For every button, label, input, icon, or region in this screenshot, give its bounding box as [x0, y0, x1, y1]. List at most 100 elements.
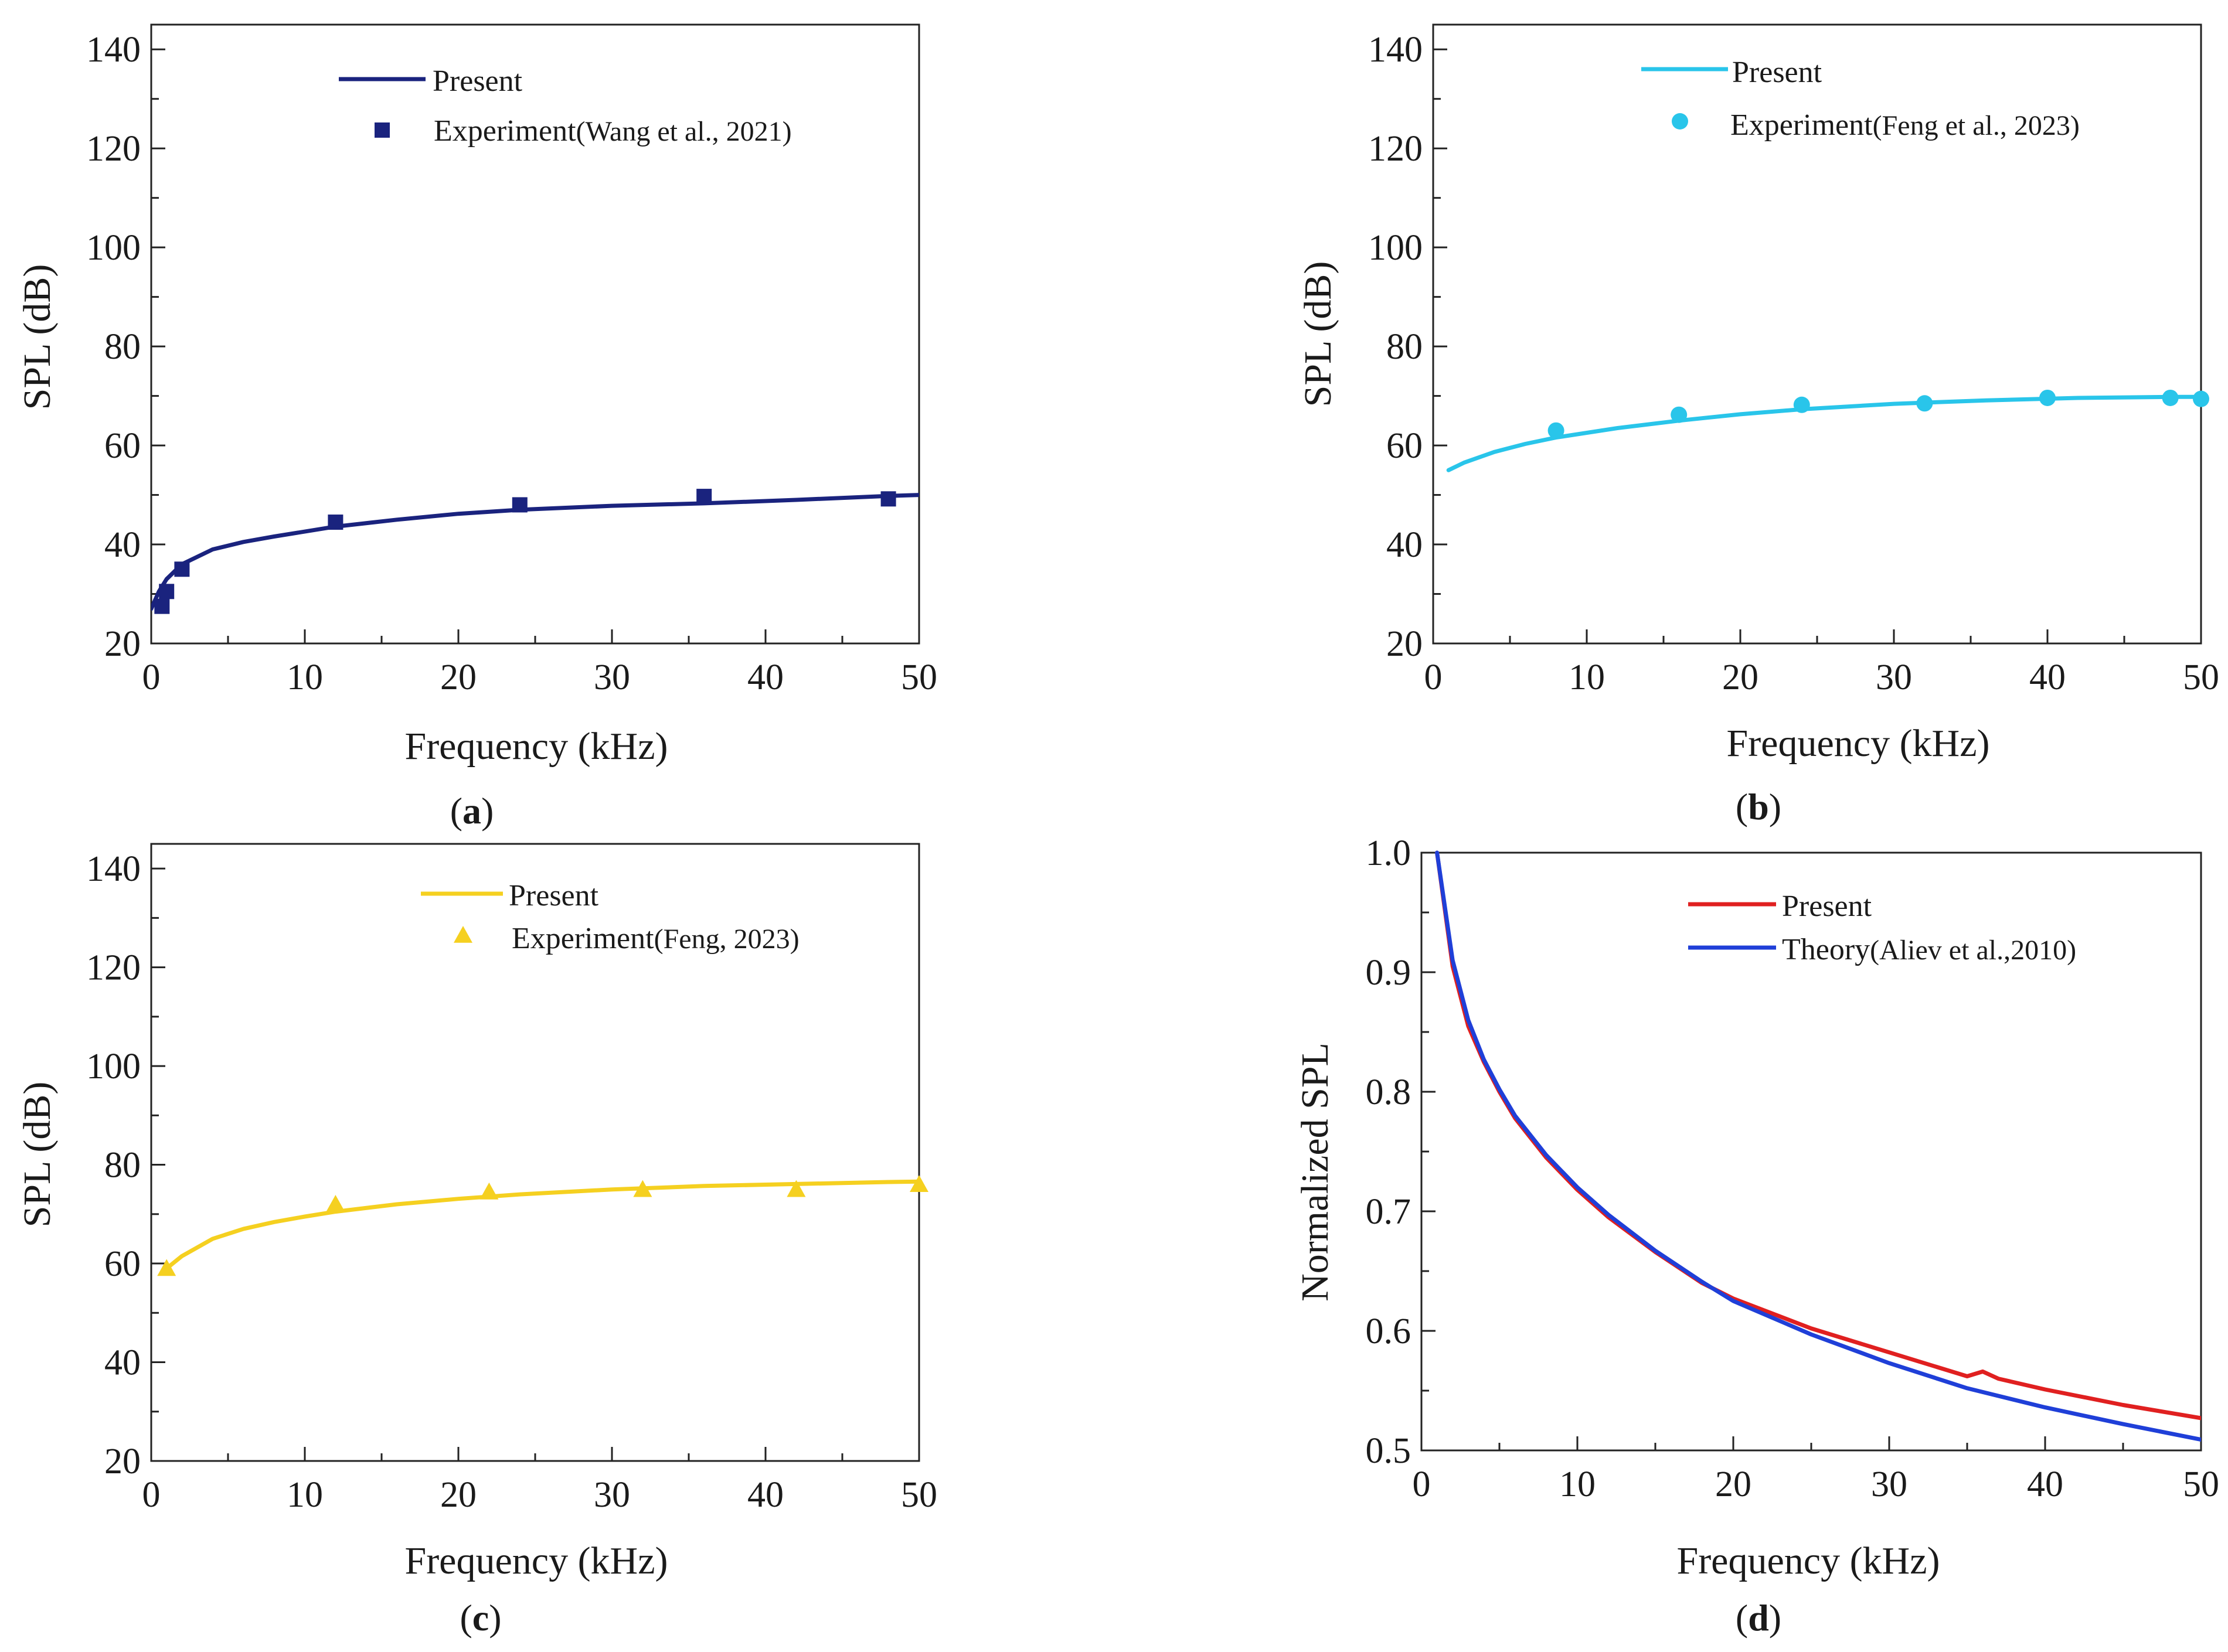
panel-c-xtick-label: 20 [440, 1475, 477, 1515]
panel-b-ytick-label: 60 [1386, 426, 1423, 466]
panel-a-series-experiment-point [512, 497, 528, 513]
panel-c-series-experiment-point [479, 1182, 499, 1200]
panel-c-ytick-label: 80 [104, 1146, 141, 1186]
panel-b-ytick-label: 120 [1368, 129, 1423, 169]
panel-d-caption: (d) [1736, 1597, 1781, 1639]
panel-b-series-experiment-point [1671, 406, 1688, 423]
panel-d-xtick-label: 40 [2027, 1464, 2063, 1504]
panel-c-legend-present-label: Present [509, 879, 599, 912]
panel-a-legend-present-label: Present [433, 64, 523, 98]
panel-c-series-experiment-point [787, 1180, 806, 1197]
panel-b-ytick-label: 80 [1386, 327, 1423, 367]
panel-a-series-experiment-point [696, 489, 712, 505]
panel-d-xtick-label: 0 [1413, 1464, 1431, 1504]
panel-b-series-experiment-point [1916, 395, 1933, 412]
panel-a-xtick-label: 40 [747, 658, 784, 697]
panel-c-ytick-label: 100 [86, 1047, 141, 1086]
panel-b-ytick-label: 40 [1386, 525, 1423, 565]
panel-d-series-theory-line [1435, 850, 2201, 1442]
panel-b-series-experiment-point [1793, 396, 1810, 413]
panel-a-xtick-label: 10 [287, 658, 323, 697]
panel-c-legend: Present Experiment(Feng, 2023) [509, 879, 800, 955]
panel-a-ytick-label: 80 [104, 327, 141, 367]
panel-b-series-experiment-point [2162, 389, 2179, 406]
panel-c-series-experiment-point [910, 1175, 928, 1193]
panel-a-ytick-label: 60 [104, 426, 141, 466]
panel-a-xtick-label: 0 [142, 658, 161, 697]
panel-d-xtick-label: 30 [1871, 1464, 1907, 1504]
panel-b-legend-experiment-label: Experiment(Feng et al., 2023) [1730, 108, 2080, 142]
panel-d: Present Theory(Aliev et al.,2010) Freque… [1294, 890, 2076, 1639]
panel-d-ylabel: Normalized SPL [1294, 1043, 1336, 1302]
panel-a-xtick-label: 20 [440, 658, 477, 697]
panel-b-legend-present-label: Present [1732, 56, 1822, 89]
panel-a-series-present-line [151, 493, 919, 611]
panel-c-series-present-line [164, 1179, 919, 1270]
panel-c-series-experiment-point [633, 1180, 652, 1197]
panel-c-xtick-label: 50 [901, 1475, 937, 1515]
panel-c-plot: 0 10 20 30 40 50 20 40 60 80 100 120 140 [86, 843, 937, 1515]
panel-d-ytick-label: 0.9 [1366, 953, 1411, 993]
panel-b-xtick-label: 40 [2029, 658, 2066, 697]
panel-b-xtick-label: 20 [1722, 658, 1758, 697]
panel-d-xtick-label: 10 [1559, 1464, 1596, 1504]
panel-a-ytick-label: 120 [86, 129, 141, 169]
panel-a-ylabel: SPL (dB) [16, 264, 59, 410]
panel-c-xtick-label: 40 [747, 1475, 784, 1515]
panel-a-legend-experiment-label: Experiment(Wang et al., 2021) [434, 114, 792, 148]
panel-c-xtick-label: 0 [142, 1475, 161, 1515]
panel-b-xtick-label: 10 [1569, 658, 1605, 697]
panel-c-ytick-label: 20 [104, 1442, 141, 1481]
panel-d-xtick-label: 50 [2183, 1464, 2219, 1504]
panel-b-series-experiment-point [2039, 389, 2056, 406]
panel-a-xtick-label: 30 [594, 658, 630, 697]
panel-c-caption: (c) [460, 1597, 501, 1639]
panel-c-ytick-label: 120 [86, 948, 141, 988]
panel-a-series-experiment-legend-swatch [375, 122, 390, 138]
panel-b: Present Experiment(Feng et al., 2023) Fr… [1297, 56, 2080, 827]
panel-c-ytick-label: 60 [104, 1244, 141, 1284]
panel-d-legend-present-label: Present [1782, 890, 1872, 923]
panel-c-xlabel: Frequency (kHz) [405, 1539, 668, 1582]
panel-d-ytick-label: 0.5 [1366, 1431, 1411, 1471]
panel-d-legend: Present Theory(Aliev et al.,2010) [1782, 890, 2076, 966]
panel-b-xtick-label: 0 [1424, 658, 1443, 697]
panel-a-series-experiment-point [328, 515, 343, 530]
panel-b-xtick-label: 30 [1876, 658, 1912, 697]
panel-b-series-experiment-point [2193, 390, 2209, 407]
panel-d-ytick-label: 0.8 [1366, 1072, 1411, 1112]
panel-b-series-experiment-legend-swatch [1672, 113, 1688, 130]
panel-d-plot: 0 10 20 30 40 50 0.5 0.6 0.7 0.8 0.9 1.0 [1366, 833, 2220, 1504]
panel-c: Present Experiment(Feng, 2023) Frequency… [16, 879, 800, 1639]
panel-c-xtick-label: 30 [594, 1475, 630, 1515]
panel-a-series-experiment-point [174, 561, 190, 577]
panel-c-ytick-label: 40 [104, 1343, 141, 1383]
panel-c-ytick-label: 140 [86, 849, 141, 889]
panel-b-xlabel: Frequency (kHz) [1727, 722, 1990, 765]
panel-a-legend: Present Experiment(Wang et al., 2021) [433, 64, 792, 148]
panel-b-ytick-label: 20 [1386, 624, 1423, 664]
panel-c-series-experiment-legend-swatch [454, 926, 472, 943]
panel-d-ytick-label: 1.0 [1366, 833, 1411, 873]
panel-c-series-experiment-point [157, 1259, 176, 1276]
panel-a-ytick-label: 20 [104, 624, 141, 664]
panel-b-ytick-label: 140 [1368, 30, 1423, 70]
panel-b-ylabel: SPL (dB) [1297, 261, 1339, 407]
panel-d-legend-theory-label: Theory(Aliev et al.,2010) [1782, 933, 2076, 966]
panel-b-ytick-label: 100 [1368, 228, 1423, 268]
panel-c-xtick-label: 10 [287, 1475, 323, 1515]
panel-b-xtick-label: 50 [2183, 658, 2219, 697]
panel-a-series-experiment-point [154, 598, 170, 614]
panel-d-xtick-label: 20 [1715, 1464, 1751, 1504]
panel-b-series-present-line [1446, 394, 2201, 472]
panel-a-ytick-label: 40 [104, 525, 141, 565]
panel-a-ytick-label: 100 [86, 228, 141, 268]
panel-a-caption: (a) [450, 790, 494, 832]
panel-b-legend: Present Experiment(Feng et al., 2023) [1730, 56, 2080, 142]
panel-d-ytick-label: 0.6 [1366, 1312, 1411, 1351]
panel-a: Present Experiment(Wang et al., 2021) Fr… [16, 64, 792, 832]
panel-a-xlabel: Frequency (kHz) [405, 725, 668, 768]
panel-c-legend-experiment-label: Experiment(Feng, 2023) [512, 922, 800, 955]
